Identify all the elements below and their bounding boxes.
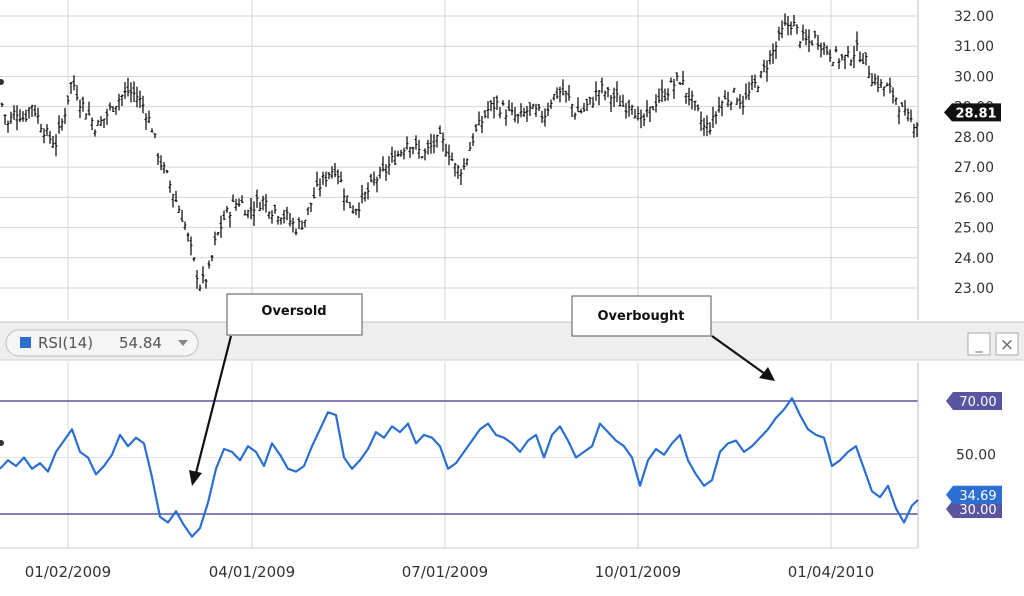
- price-tick-label: 23.00: [954, 281, 994, 297]
- oversold-label: 30.00: [959, 503, 996, 518]
- current-rsi-label: 34.69: [959, 489, 996, 504]
- overbought-arrow: [711, 335, 766, 375]
- price-tick-label: 31.00: [954, 39, 994, 55]
- overbought-annotation: Overbought: [571, 295, 775, 381]
- current-rsi-badge: 34.69: [946, 485, 1002, 504]
- x-tick-label: 10/01/2009: [595, 563, 681, 581]
- x-tick-label: 04/01/2009: [209, 563, 295, 581]
- price-tick-label: 26.00: [954, 190, 994, 206]
- overbought-badge: 70.00: [946, 392, 1002, 410]
- rsi-grid: [0, 362, 918, 548]
- price-bars: [0, 13, 919, 292]
- oversold-arrow: [194, 335, 233, 474]
- oversold-annotation: Oversold: [189, 293, 363, 486]
- price-tick-label: 30.00: [954, 69, 994, 85]
- x-axis: 01/02/2009 04/01/2009 07/01/2009 10/01/2009…: [25, 563, 874, 581]
- chevron-down-icon: [178, 340, 188, 346]
- rsi-legend-value: 54.84: [119, 334, 162, 352]
- price-tick-label: 25.00: [954, 221, 994, 237]
- price-tick-label: 24.00: [954, 251, 994, 267]
- price-tick-label: 32.00: [954, 9, 994, 25]
- minimize-button[interactable]: _: [967, 332, 991, 356]
- price-grid: [0, 0, 918, 320]
- price-tick-label: 27.00: [954, 160, 994, 176]
- overbought-callout-box: [571, 295, 712, 337]
- rsi-line: [0, 397, 919, 538]
- price-plot-area: [0, 0, 918, 320]
- current-price-badge: 28.81: [944, 103, 1001, 122]
- close-button[interactable]: ×: [995, 332, 1019, 356]
- current-price-label: 28.81: [955, 106, 996, 121]
- overbought-arrowhead: [759, 367, 775, 381]
- overbought-label: 70.00: [959, 395, 996, 410]
- close-icon: ×: [1000, 335, 1014, 355]
- price-y-axis: 32.0031.0030.0029.0028.0027.0026.0025.00…: [954, 9, 994, 297]
- x-tick-label: 01/02/2009: [25, 563, 111, 581]
- rsi-legend-pill[interactable]: RSI(14) 54.84: [5, 329, 199, 357]
- oversold-arrowhead: [189, 470, 202, 486]
- oversold-callout-box: [226, 293, 363, 336]
- price-edge-marker: [0, 79, 4, 85]
- overbought-callout-text: Overbought: [597, 309, 684, 324]
- x-tick-label: 01/04/2010: [788, 563, 874, 581]
- rsi-edge-marker: [0, 440, 4, 446]
- x-axis-area: [0, 548, 1024, 592]
- price-tick-label: 28.00: [954, 130, 994, 146]
- rsi-mid-label: 50.00: [956, 448, 996, 464]
- x-tick-label: 07/01/2009: [402, 563, 488, 581]
- minimize-icon: _: [975, 337, 984, 353]
- oversold-callout-text: Oversold: [261, 304, 326, 319]
- rsi-legend-swatch: [20, 337, 31, 348]
- rsi-legend-label: RSI(14): [38, 334, 93, 352]
- oversold-badge: 30.00: [946, 500, 1002, 518]
